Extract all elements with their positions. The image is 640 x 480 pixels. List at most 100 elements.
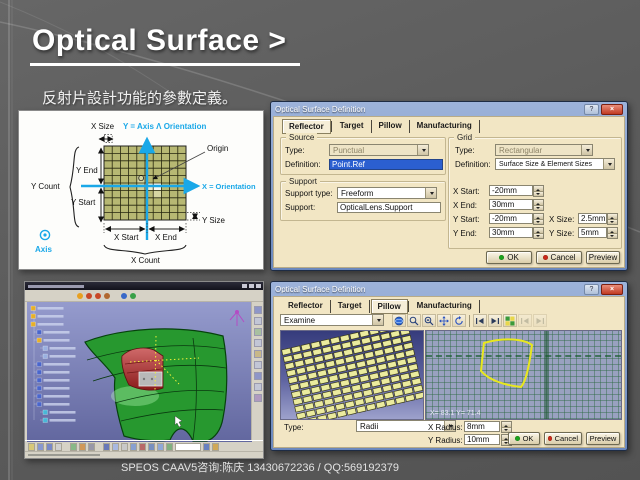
support-field[interactable]: OpticalLens.Support bbox=[337, 202, 441, 213]
dialog-titlebar[interactable]: Optical Surface Definition ? × bbox=[271, 282, 627, 296]
toolbar-icon[interactable] bbox=[28, 442, 35, 451]
pan-icon[interactable] bbox=[437, 314, 451, 327]
toolbar-icon[interactable] bbox=[253, 328, 262, 336]
tab-pillow[interactable]: Pillow bbox=[370, 299, 409, 314]
toolbar-icon[interactable] bbox=[166, 442, 173, 451]
x-end-spinner[interactable] bbox=[533, 199, 544, 211]
toolbar-icon[interactable] bbox=[37, 442, 44, 451]
toolbar-icon[interactable] bbox=[253, 372, 262, 380]
toolbar-icon[interactable] bbox=[77, 292, 83, 299]
y-start-spinner[interactable] bbox=[533, 213, 544, 225]
toolbar-icon[interactable] bbox=[139, 442, 146, 451]
cancel-button[interactable]: Cancel bbox=[544, 432, 582, 445]
toolbar-icon[interactable] bbox=[157, 442, 164, 451]
preview-button[interactable]: Preview bbox=[586, 432, 620, 445]
compass-icon[interactable] bbox=[229, 310, 245, 327]
toolbar-icon[interactable] bbox=[203, 442, 210, 451]
toolbar-icon[interactable] bbox=[79, 442, 86, 451]
source-type-dropdown[interactable]: Punctual bbox=[329, 144, 429, 156]
y-end-spinner[interactable] bbox=[533, 227, 544, 239]
coordinate-input[interactable] bbox=[175, 442, 201, 451]
toolbar-icon[interactable] bbox=[253, 383, 262, 391]
support-type-label: Support type: bbox=[285, 189, 333, 198]
x-size-field[interactable]: 2.5mm bbox=[578, 213, 607, 224]
toolbar-icon[interactable] bbox=[86, 292, 92, 299]
ok-button[interactable]: OK bbox=[486, 251, 532, 264]
toolbar-icon[interactable] bbox=[88, 442, 95, 451]
grid-type-dropdown[interactable]: Rectangular bbox=[495, 144, 593, 156]
catia-3d-viewport[interactable] bbox=[27, 302, 252, 442]
y-start-field[interactable]: -20mm bbox=[489, 213, 533, 224]
close-icon[interactable] bbox=[256, 284, 261, 288]
ok-button[interactable]: OK bbox=[508, 432, 540, 445]
toolbar-icon[interactable] bbox=[104, 292, 110, 299]
toolbar-icon[interactable] bbox=[253, 306, 262, 314]
grid-definition-dropdown[interactable]: Surface Size & Element Sizes bbox=[495, 158, 615, 170]
view-mode-dropdown[interactable]: Examine bbox=[280, 314, 384, 326]
previous-element-icon[interactable] bbox=[473, 314, 487, 327]
help-icon[interactable]: ? bbox=[584, 283, 599, 295]
y-size-field[interactable]: 5mm bbox=[578, 227, 607, 238]
parameter-grid bbox=[103, 145, 187, 221]
grid-display-icon[interactable] bbox=[503, 314, 517, 327]
x-count-label: X Count bbox=[131, 256, 161, 265]
toolbar-icon[interactable] bbox=[70, 442, 77, 451]
catia-titlebar[interactable] bbox=[25, 282, 263, 290]
pillow-type-dropdown[interactable]: Radii bbox=[356, 420, 456, 432]
x-end-field[interactable]: 30mm bbox=[489, 199, 533, 210]
maximize-icon[interactable] bbox=[249, 284, 254, 288]
toolbar-icon[interactable] bbox=[130, 442, 137, 451]
x-size-label: X Size bbox=[91, 122, 115, 131]
center-view-icon[interactable] bbox=[392, 314, 406, 327]
toolbar-icon[interactable] bbox=[148, 442, 155, 451]
zoom-area-icon[interactable] bbox=[422, 314, 436, 327]
y-size-spinner[interactable] bbox=[607, 227, 618, 239]
toolbar-icon[interactable] bbox=[121, 292, 127, 299]
tab-reflector[interactable]: Reflector bbox=[282, 119, 332, 134]
x-radius-spinner[interactable] bbox=[501, 421, 512, 433]
toolbar-icon[interactable] bbox=[95, 292, 101, 299]
toolbar-icon[interactable] bbox=[55, 442, 62, 451]
catia-bottom-toolbar bbox=[25, 440, 263, 452]
specification-tree[interactable] bbox=[30, 305, 76, 423]
x-start-spinner[interactable] bbox=[533, 185, 544, 197]
next-element-icon[interactable] bbox=[488, 314, 502, 327]
toolbar-icon[interactable] bbox=[253, 339, 262, 347]
close-icon[interactable]: × bbox=[601, 103, 623, 115]
minimize-icon[interactable] bbox=[242, 284, 247, 288]
toolbar-icon[interactable] bbox=[103, 442, 110, 451]
support-type-dropdown[interactable]: Freeform bbox=[337, 187, 437, 199]
toolbar-icon[interactable] bbox=[253, 394, 262, 402]
toolbar-icon[interactable] bbox=[253, 350, 262, 358]
help-icon[interactable]: ? bbox=[584, 103, 599, 115]
tab-manufacturing[interactable]: Manufacturing bbox=[411, 299, 480, 314]
y-radius-field[interactable]: 10mm bbox=[464, 434, 500, 445]
toolbar-icon[interactable] bbox=[46, 442, 53, 451]
tab-reflector[interactable]: Reflector bbox=[282, 299, 331, 314]
toolbar-icon[interactable] bbox=[253, 317, 262, 325]
toolbar-icon[interactable] bbox=[121, 442, 128, 451]
pointer-coordinates: X= 83.1 Y= 71.4 bbox=[430, 410, 481, 417]
tab-target[interactable]: Target bbox=[334, 119, 372, 134]
toolbar-icon[interactable] bbox=[130, 292, 136, 299]
close-icon[interactable]: × bbox=[601, 283, 623, 295]
tab-pillow[interactable]: Pillow bbox=[373, 119, 410, 134]
pillow-mesh-preview[interactable] bbox=[280, 330, 424, 420]
x-start-field[interactable]: -20mm bbox=[489, 185, 533, 196]
rotate-icon[interactable] bbox=[452, 314, 466, 327]
toolbar-icon[interactable] bbox=[212, 442, 219, 451]
preview-button[interactable]: Preview bbox=[586, 251, 620, 264]
x-size-spinner[interactable] bbox=[607, 213, 618, 225]
zoom-icon[interactable] bbox=[407, 314, 421, 327]
tail-lamp-reflector[interactable] bbox=[121, 347, 164, 391]
cancel-button[interactable]: Cancel bbox=[536, 251, 582, 264]
dialog-titlebar[interactable]: Optical Surface Definition ? × bbox=[271, 102, 627, 116]
toolbar-icon[interactable] bbox=[253, 361, 262, 369]
tab-manufacturing[interactable]: Manufacturing bbox=[411, 119, 480, 134]
source-definition-field[interactable]: Point.Ref bbox=[329, 159, 443, 170]
tab-target[interactable]: Target bbox=[332, 299, 370, 314]
x-radius-field[interactable]: 8mm bbox=[464, 421, 500, 432]
pillow-profile-preview[interactable]: X= 83.1 Y= 71.4 bbox=[425, 330, 622, 420]
toolbar-icon[interactable] bbox=[112, 442, 119, 451]
y-end-field[interactable]: 30mm bbox=[489, 227, 533, 238]
